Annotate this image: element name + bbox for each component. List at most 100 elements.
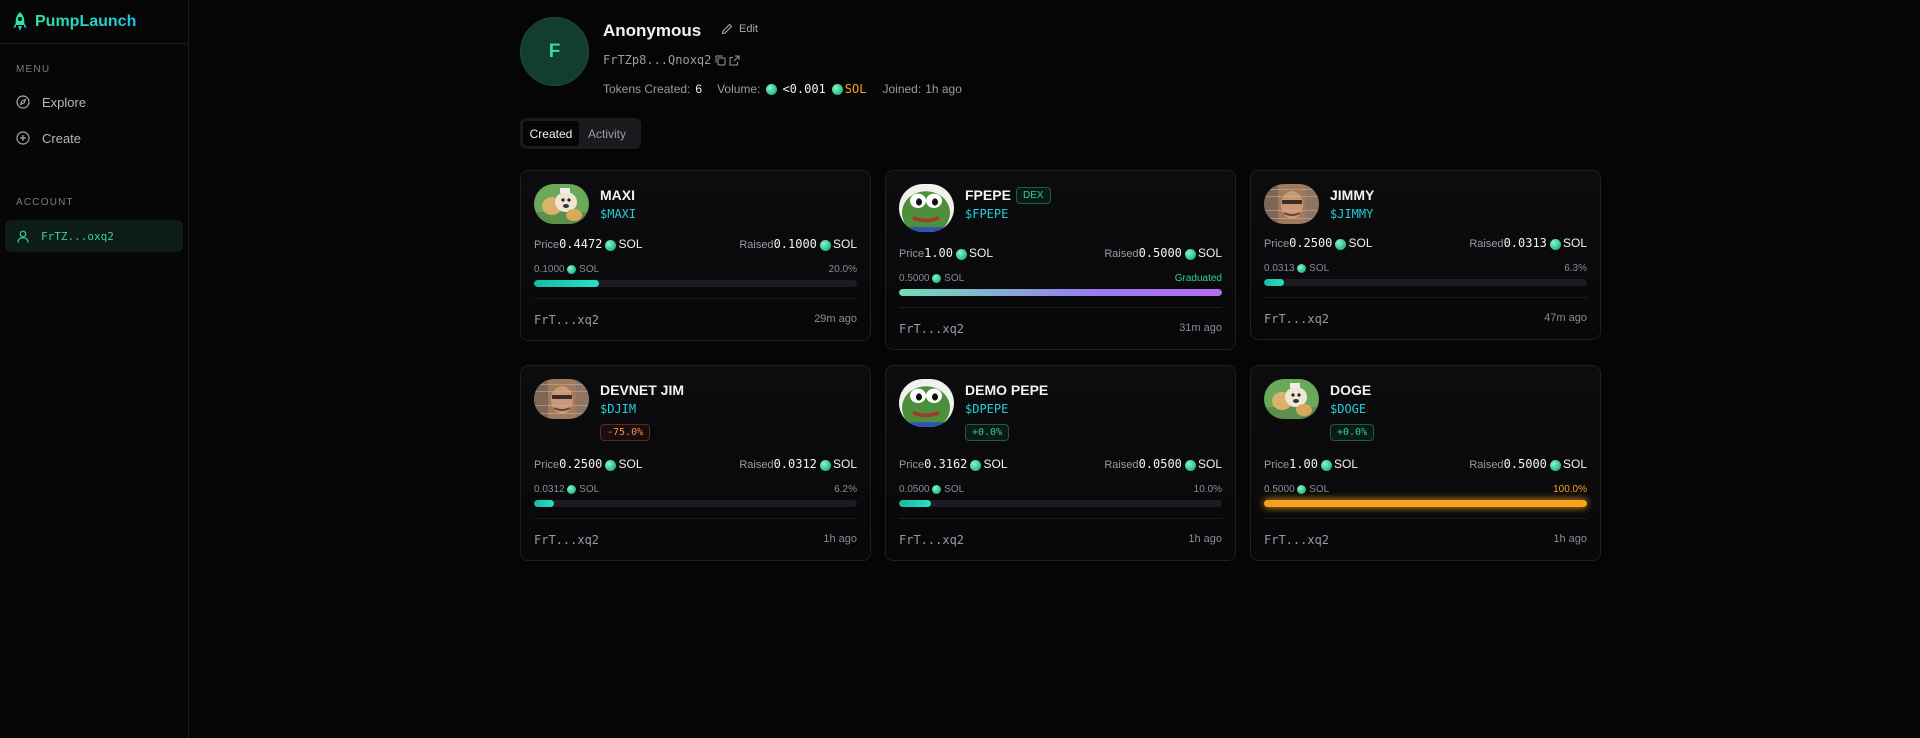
- creator-address[interactable]: FrT...xq2: [534, 533, 600, 547]
- card-footer: FrT...xq2 29m ago: [534, 313, 857, 327]
- sol-coin-icon: [567, 484, 577, 494]
- progress-row: 0.0313 SOL 6.3%: [1264, 263, 1587, 274]
- token-image: [534, 379, 589, 419]
- raised-label: Raised: [1469, 459, 1504, 471]
- sol-label: SOL: [1309, 263, 1330, 274]
- volume-unit: SOL: [844, 82, 867, 96]
- tokens-created-value: 6: [695, 82, 703, 96]
- progress-bar: [899, 289, 1222, 296]
- sol-coin-icon: [932, 273, 942, 283]
- sol-coin-icon: [932, 484, 942, 494]
- price-row: Price1.00 SOL Raised0.5000 SOL: [1264, 457, 1587, 471]
- brand[interactable]: PumpLaunch: [0, 0, 188, 44]
- creator-address[interactable]: FrT...xq2: [1264, 312, 1330, 326]
- sol-coin-icon: [831, 83, 843, 95]
- sol-coin-icon: [819, 239, 831, 251]
- copy-icon[interactable]: [715, 55, 726, 66]
- token-card-demo-pepe[interactable]: DEMO PEPE $DPEPE +0.0% Price0.3162 SOL R…: [885, 365, 1236, 561]
- pencil-icon: [721, 23, 733, 35]
- raised-label: Raised: [1469, 238, 1504, 250]
- creator-address[interactable]: FrT...xq2: [534, 313, 600, 327]
- external-link-icon[interactable]: [729, 55, 740, 66]
- jimmy-image: [1264, 184, 1319, 224]
- token-image: [899, 379, 954, 427]
- progress-bar: [534, 500, 857, 507]
- sol-label: SOL: [944, 273, 965, 284]
- price-label: Price: [534, 239, 560, 251]
- joined-value: 1h ago: [925, 82, 962, 96]
- token-name: DEMO PEPE: [965, 382, 1049, 398]
- divider: [1264, 518, 1587, 519]
- progress-bar: [1264, 279, 1587, 286]
- sol-label: SOL: [1348, 236, 1373, 250]
- price-value: 1.00: [924, 246, 953, 260]
- price-row: Price0.4472 SOL Raised0.1000 SOL: [534, 237, 857, 251]
- divider: [534, 518, 857, 519]
- price-row: Price0.2500 SOL Raised0.0313 SOL: [1264, 236, 1587, 250]
- token-image: [1264, 379, 1319, 419]
- tokens-created-label: Tokens Created:: [603, 82, 691, 96]
- tab-created[interactable]: Created: [523, 121, 579, 146]
- token-image: [534, 184, 589, 224]
- sidebar-item-explore[interactable]: Explore: [0, 85, 188, 119]
- progress-label: 20.0%: [828, 264, 857, 275]
- pepe-image: [899, 184, 954, 232]
- sol-coin-icon: [1335, 238, 1347, 250]
- token-card-maxi[interactable]: MAXI $MAXI Price0.4472 SOL Raised0.1000 …: [520, 170, 871, 341]
- token-card-devnet-jim[interactable]: DEVNET JIM $DJIM -75.0% Price0.2500 SOL …: [520, 365, 871, 561]
- token-ticker: $FPEPE: [965, 207, 1009, 221]
- profile-tabs: Created Activity: [520, 118, 641, 149]
- progress-fill: [534, 500, 555, 507]
- sol-label: SOL: [1334, 457, 1359, 471]
- jimmy-image: [534, 379, 589, 419]
- profile-address: FrTZp8...Qnoxq2: [603, 53, 712, 67]
- sol-label: SOL: [983, 457, 1008, 471]
- progress-amount: 0.1000: [534, 264, 565, 275]
- progress-amount: 0.0500: [899, 484, 930, 495]
- token-ticker: $JIMMY: [1330, 207, 1374, 221]
- created-time: 47m ago: [1544, 312, 1587, 324]
- token-card-doge[interactable]: DOGE $DOGE +0.0% Price1.00 SOL Raised0.5…: [1250, 365, 1601, 561]
- joined-label: Joined:: [882, 82, 922, 96]
- token-card-fpepe[interactable]: FPEPE DEX $FPEPE Price1.00 SOL Raised0.5…: [885, 170, 1236, 350]
- doge-image: [1264, 379, 1319, 419]
- edit-label: Edit: [739, 23, 758, 35]
- compass-icon: [16, 95, 30, 109]
- sol-coin-icon: [970, 459, 982, 471]
- divider: [1264, 297, 1587, 298]
- sidebar-item-account[interactable]: FrTZ...oxq2: [5, 220, 183, 252]
- token-ticker: $DOGE: [1330, 402, 1367, 416]
- price-change-badge: +0.0%: [1330, 424, 1375, 441]
- price-label: Price: [1264, 459, 1290, 471]
- progress-label: 100.0%: [1553, 484, 1587, 495]
- avatar-letter: F: [548, 40, 561, 62]
- sidebar-item-create[interactable]: Create: [0, 121, 188, 155]
- profile-stats: Tokens Created: 6 Volume: <0.001 SOL Joi…: [603, 82, 962, 96]
- card-footer: FrT...xq2 1h ago: [899, 533, 1222, 547]
- sol-coin-icon: [1184, 459, 1196, 471]
- raised-label: Raised: [739, 239, 774, 251]
- token-image: [1264, 184, 1319, 224]
- progress-fill: [899, 500, 932, 507]
- profile-name: Anonymous: [603, 21, 702, 40]
- sidebar: PumpLaunch MENU Explore Create ACCOUNT F…: [0, 0, 189, 738]
- token-card-jimmy[interactable]: JIMMY $JIMMY Price0.2500 SOL Raised0.031…: [1250, 170, 1601, 340]
- user-icon: [17, 230, 29, 243]
- creator-address[interactable]: FrT...xq2: [899, 533, 965, 547]
- progress-label: 6.3%: [1564, 263, 1587, 274]
- sol-coin-icon: [567, 264, 577, 274]
- edit-profile-button[interactable]: Edit: [721, 23, 758, 35]
- tab-activity[interactable]: Activity: [587, 126, 626, 141]
- creator-address[interactable]: FrT...xq2: [899, 322, 965, 336]
- sol-label: SOL: [1197, 246, 1222, 260]
- progress-row: 0.1000 SOL 20.0%: [534, 264, 857, 275]
- sol-coin-icon: [1184, 248, 1196, 260]
- sol-label: SOL: [1309, 484, 1330, 495]
- creator-address[interactable]: FrT...xq2: [1264, 533, 1330, 547]
- price-value: 0.2500: [559, 457, 603, 471]
- progress-fill: [1264, 279, 1285, 286]
- price-change-badge: +0.0%: [965, 424, 1010, 441]
- raised-value: 0.0312: [773, 457, 817, 471]
- profile-avatar: F: [520, 17, 589, 86]
- price-row: Price1.00 SOL Raised0.5000 SOL: [899, 246, 1222, 260]
